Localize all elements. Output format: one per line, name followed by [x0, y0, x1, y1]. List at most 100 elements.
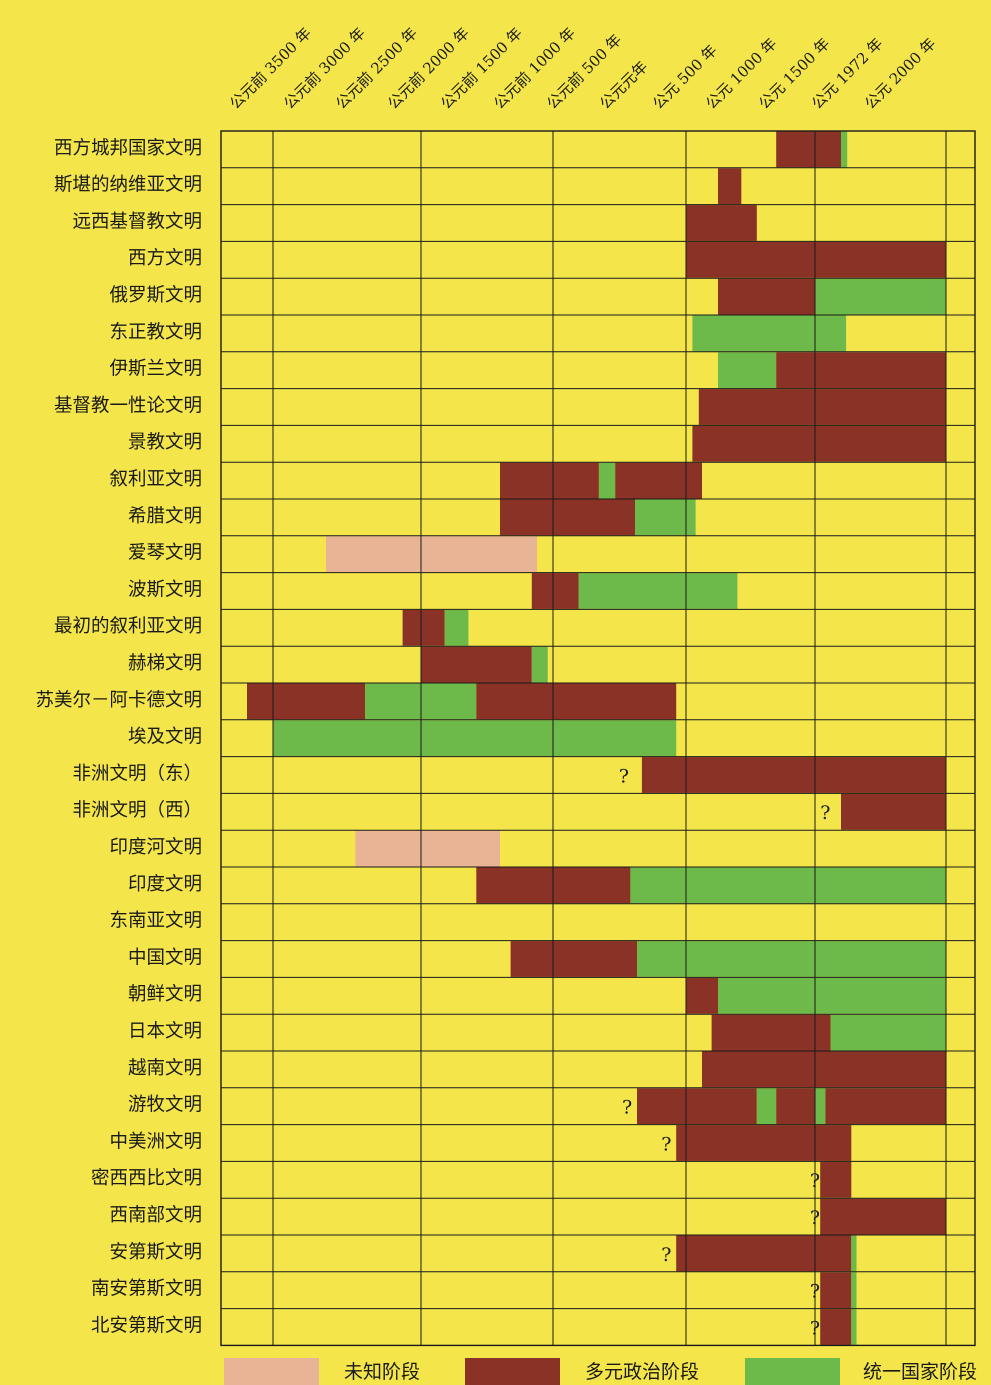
- bar-pluralistic: [615, 462, 702, 499]
- bar-unified: [718, 352, 777, 389]
- bar-pluralistic: [692, 425, 946, 462]
- bar-unified: [444, 609, 469, 646]
- row-label: 赫梯文明: [128, 653, 202, 674]
- row-label: 斯堪的纳维亚文明: [54, 175, 202, 196]
- bar-pluralistic: [402, 609, 445, 646]
- uncertain-start-note: ?: [661, 1133, 671, 1155]
- bar-unknown: [355, 830, 500, 867]
- row-labels: 西方城邦国家文明斯堪的纳维亚文明远西基督教文明西方文明俄罗斯文明东正教文明伊斯兰…: [35, 138, 202, 1337]
- legend-label-unknown: 未知阶段: [344, 1361, 420, 1383]
- bar-pluralistic: [421, 646, 532, 683]
- bar-unified: [851, 1272, 857, 1309]
- legend-swatch-unknown: [224, 1358, 319, 1385]
- bar-unknown: [326, 536, 538, 573]
- bar-pluralistic: [476, 683, 677, 720]
- bar-unified: [718, 977, 946, 1014]
- row-label: 东正教文明: [109, 322, 202, 343]
- row-label: 东南亚文明: [109, 911, 202, 932]
- uncertain-start-note: ?: [619, 765, 629, 787]
- legend-label-pluralistic: 多元政治阶段: [585, 1361, 699, 1383]
- bar-unified: [531, 646, 548, 683]
- row-label: 苏美尔－阿卡德文明: [35, 690, 202, 711]
- bar-pluralistic: [841, 793, 946, 830]
- bar-pluralistic: [686, 241, 946, 278]
- bar-unified: [851, 1235, 857, 1272]
- bar-unified: [841, 131, 848, 168]
- uncertain-start-note: ?: [661, 1244, 671, 1266]
- row-label: 非洲文明（西）: [72, 800, 202, 821]
- bar-pluralistic: [500, 462, 599, 499]
- row-label: 波斯文明: [128, 579, 202, 600]
- legend-swatch-pluralistic: [465, 1358, 560, 1385]
- bar-pluralistic: [820, 1198, 946, 1235]
- row-label: 俄罗斯文明: [109, 285, 202, 306]
- plot-frame: [220, 130, 976, 1347]
- bar-pluralistic: [686, 205, 757, 241]
- bar-unified: [692, 315, 847, 352]
- row-label: 伊斯兰文明: [109, 359, 202, 380]
- bar-pluralistic: [247, 683, 366, 720]
- bar-pluralistic: [820, 1309, 852, 1345]
- row-label: 越南文明: [128, 1058, 202, 1079]
- bar-pluralistic: [718, 168, 742, 205]
- bar-pluralistic: [718, 278, 815, 315]
- bar-pluralistic: [776, 1088, 815, 1125]
- bar-pluralistic: [698, 389, 946, 425]
- row-label: 西方城邦国家文明: [54, 138, 202, 159]
- bar-unified: [635, 499, 696, 536]
- bar-pluralistic: [711, 1014, 831, 1051]
- row-label: 日本文明: [128, 1021, 202, 1042]
- row-label: 中美洲文明: [109, 1131, 202, 1152]
- row-label: 西南部文明: [109, 1205, 202, 1226]
- bar-unified: [630, 867, 946, 904]
- uncertain-start-note: ?: [622, 1097, 632, 1119]
- row-label: 印度河文明: [109, 837, 202, 858]
- row-label: 游牧文明: [128, 1095, 202, 1116]
- bar-unified: [851, 1309, 857, 1345]
- bar-unified: [756, 1088, 777, 1125]
- bar-unified: [578, 573, 738, 609]
- row-label: 爱琴文明: [128, 543, 202, 564]
- bar-unified: [637, 941, 946, 977]
- grid-lines: [220, 130, 976, 1347]
- row-label: 安第斯文明: [109, 1242, 202, 1263]
- row-label: 朝鲜文明: [128, 984, 202, 1005]
- bar-pluralistic: [776, 352, 946, 389]
- row-label: 密西西比文明: [91, 1168, 202, 1189]
- bar-unified: [598, 462, 616, 499]
- legend: 未知阶段 多元政治阶段 统一国家阶段: [224, 1358, 977, 1385]
- bar-pluralistic: [820, 1161, 852, 1198]
- phase-bars: [247, 131, 946, 1345]
- row-label: 叙利亚文明: [109, 469, 202, 490]
- row-label: 中国文明: [128, 947, 202, 968]
- row-label: 景教文明: [128, 432, 202, 453]
- row-label: 希腊文明: [128, 506, 202, 527]
- row-label: 基督教一性论文明: [54, 395, 202, 416]
- row-label: 印度文明: [128, 874, 202, 895]
- uncertain-start-note: ?: [820, 802, 830, 824]
- bar-pluralistic: [641, 757, 946, 793]
- bar-unified: [830, 1014, 946, 1051]
- row-label: 埃及文明: [128, 727, 202, 748]
- bar-pluralistic: [500, 499, 635, 536]
- bar-pluralistic: [676, 1235, 852, 1272]
- row-label: 非洲文明（东）: [72, 763, 202, 784]
- bar-pluralistic: [820, 1272, 852, 1309]
- row-label: 南安第斯文明: [91, 1279, 202, 1300]
- bar-pluralistic: [702, 1051, 946, 1088]
- row-label: 远西基督教文明: [72, 211, 202, 232]
- bar-pluralistic: [825, 1088, 946, 1125]
- bar-unified: [815, 1088, 826, 1125]
- bar-pluralistic: [510, 941, 637, 977]
- bar-unified: [273, 720, 677, 757]
- row-label: 西方文明: [128, 248, 202, 269]
- row-label: 最初的叙利亚文明: [54, 616, 202, 637]
- bar-pluralistic: [531, 573, 579, 609]
- bar-unified: [815, 278, 946, 315]
- bar-pluralistic: [776, 131, 841, 168]
- bar-pluralistic: [686, 977, 718, 1014]
- legend-label-unified: 统一国家阶段: [863, 1361, 977, 1383]
- bar-pluralistic: [637, 1088, 757, 1125]
- legend-swatch-unified: [745, 1358, 840, 1385]
